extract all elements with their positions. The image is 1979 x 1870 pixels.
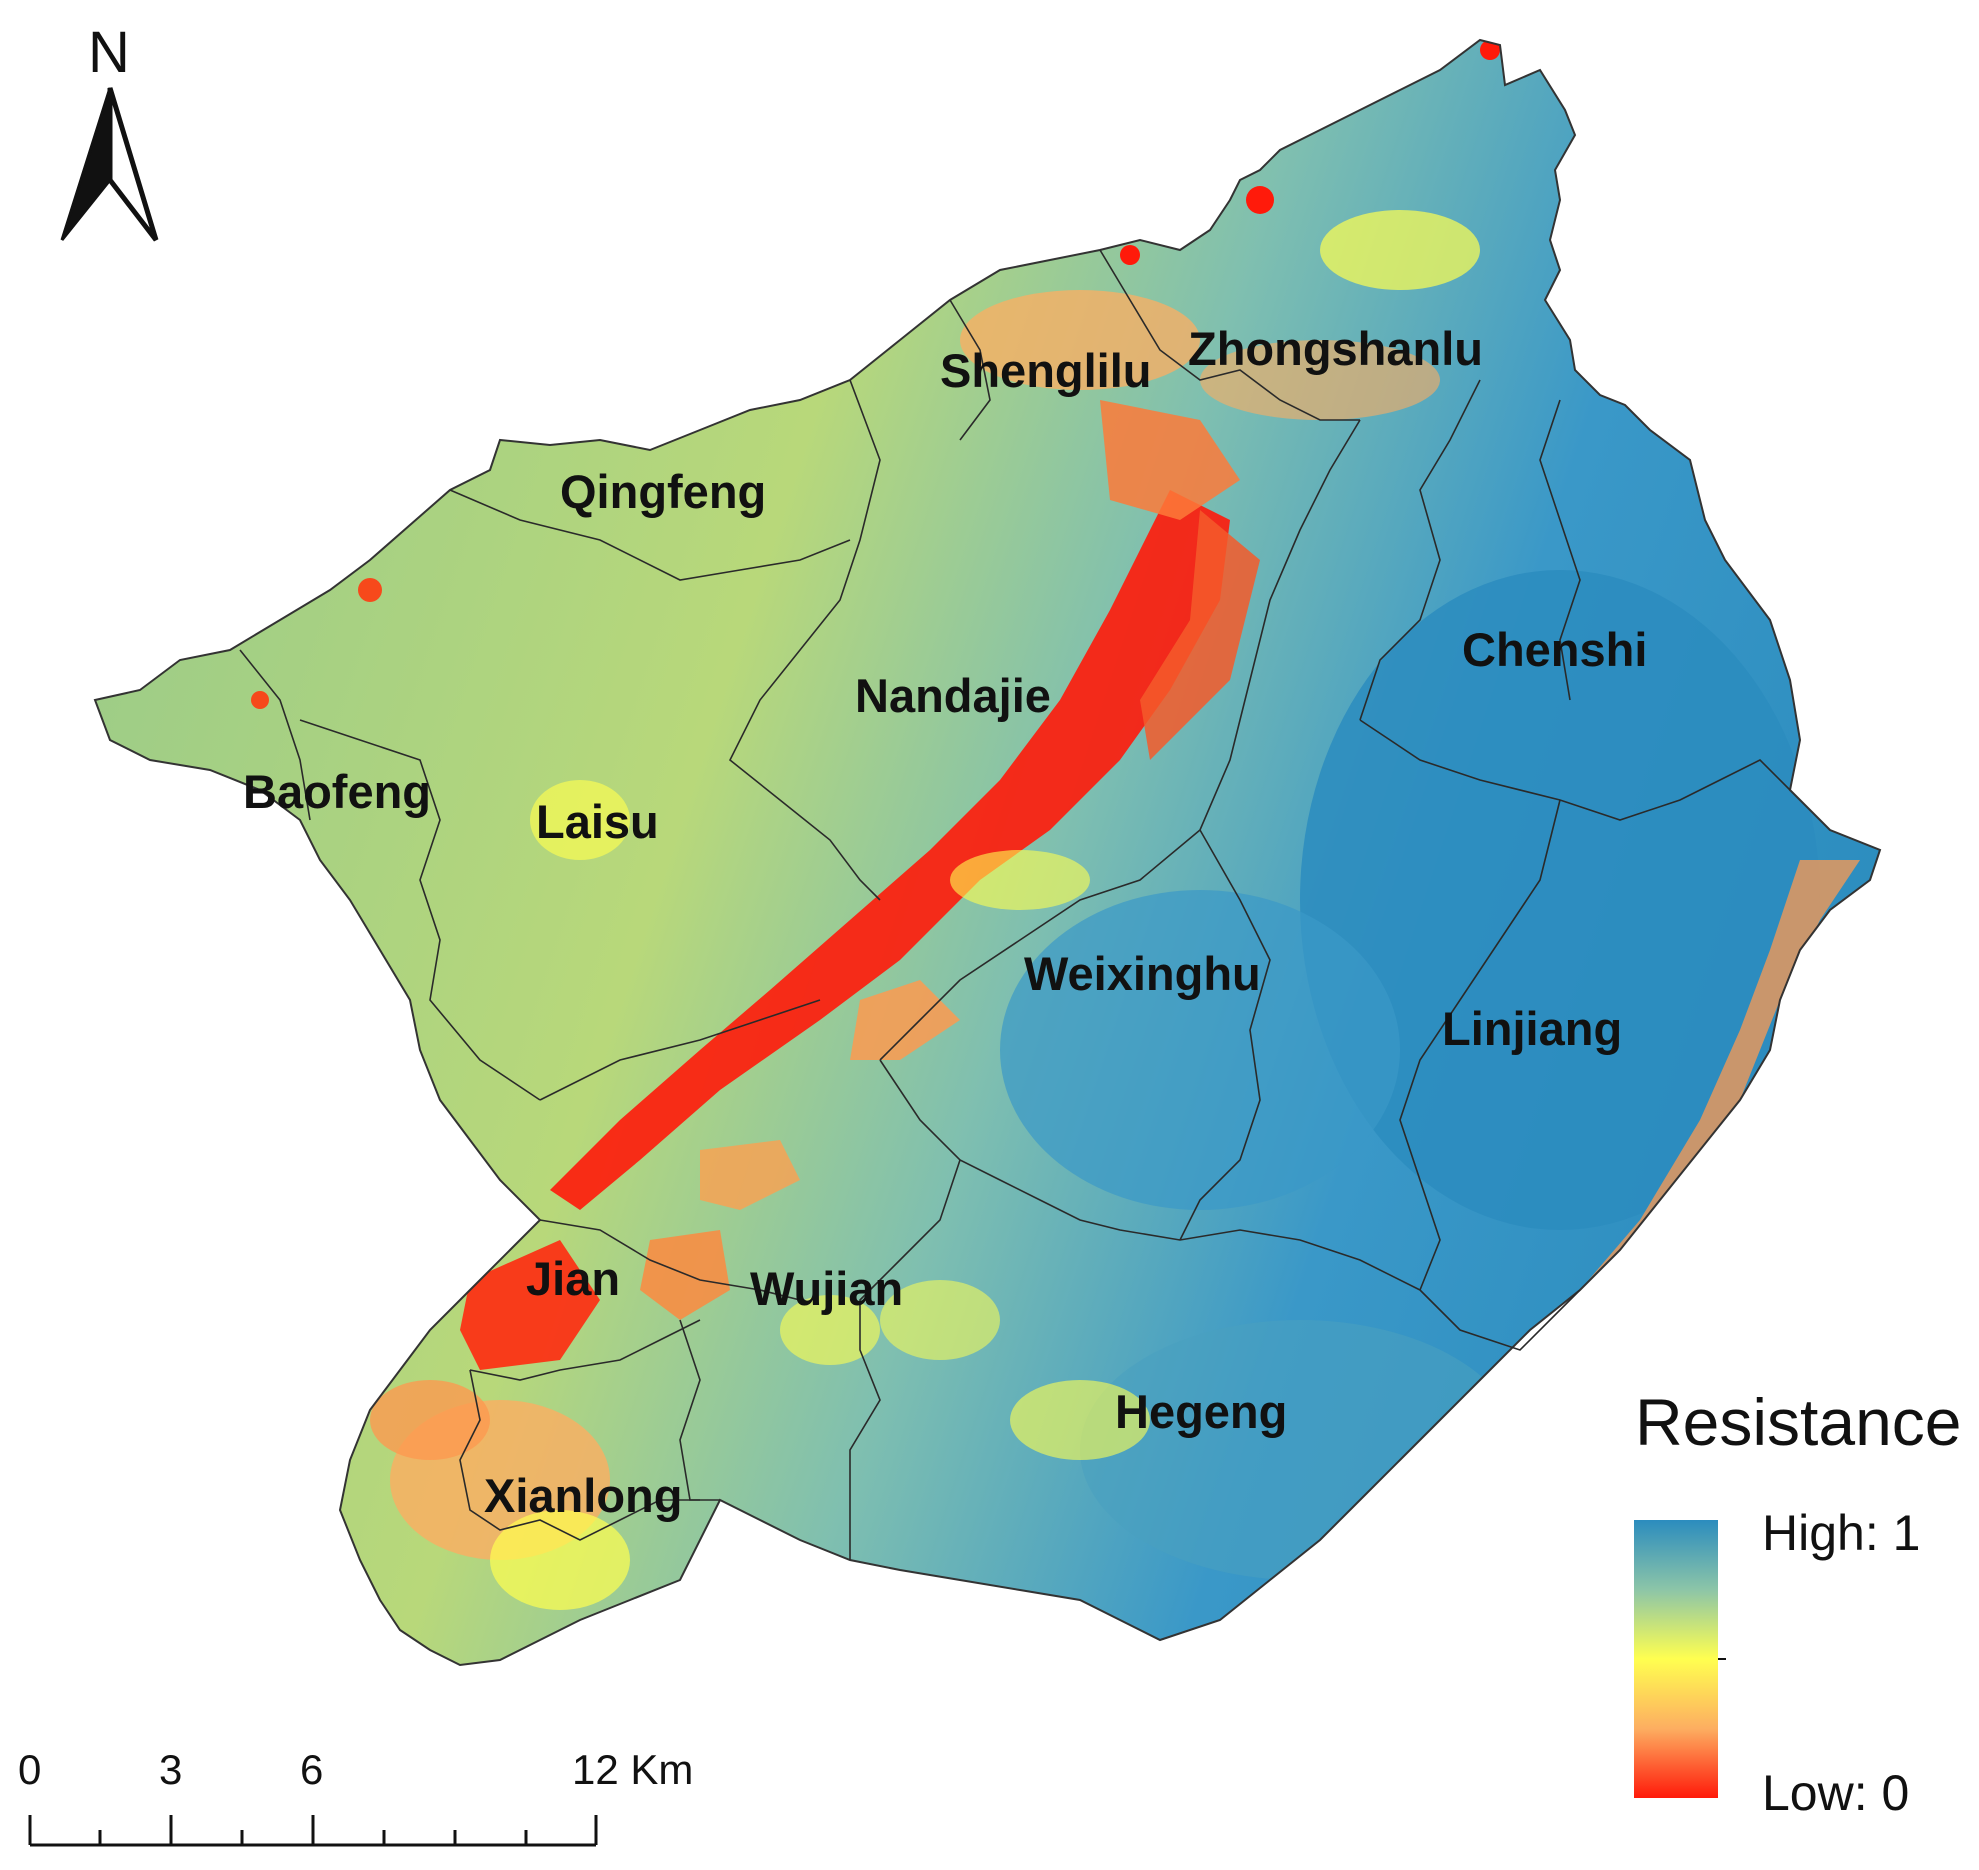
scale-bar: 0 3 6 12 Km [18,1746,693,1847]
label-chenshi: Chenshi [1462,623,1647,676]
label-hegeng: Hegeng [1115,1385,1287,1438]
north-arrow: N [60,20,159,242]
legend-low-label: Low: 0 [1762,1765,1909,1821]
label-zhongshanlu: Zhongshanlu [1188,322,1483,375]
resistance-patches [251,40,1860,1610]
label-nandajie: Nandajie [855,669,1051,722]
scale-tick-0: 0 [18,1746,41,1793]
label-baofeng: Baofeng [243,765,431,818]
legend-color-ramp [1634,1520,1718,1798]
township-boundaries [239,249,1791,1560]
legend-title: Resistance [1635,1385,1962,1459]
label-laisu: Laisu [536,795,659,848]
scale-tick-3: 3 [159,1746,182,1793]
label-wujian: Wujian [750,1262,903,1315]
legend: Resistance High: 1 Low: 0 [1634,1385,1962,1821]
study-area [93,38,1882,1667]
label-weixinghu: Weixinghu [1024,947,1261,1000]
north-label: N [88,20,130,85]
legend-high-label: High: 1 [1762,1505,1920,1561]
label-shenglilu: Shenglilu [940,344,1152,397]
label-jian: Jian [526,1252,620,1305]
label-xianlong: Xianlong [484,1469,682,1522]
label-linjiang: Linjiang [1442,1002,1622,1055]
scale-tick-12km: 12 Km [572,1746,693,1793]
scale-tick-6: 6 [300,1746,323,1793]
label-qingfeng: Qingfeng [560,465,766,518]
township-labels: Shenglilu Zhongshanlu Qingfeng Chenshi N… [243,322,1647,1522]
